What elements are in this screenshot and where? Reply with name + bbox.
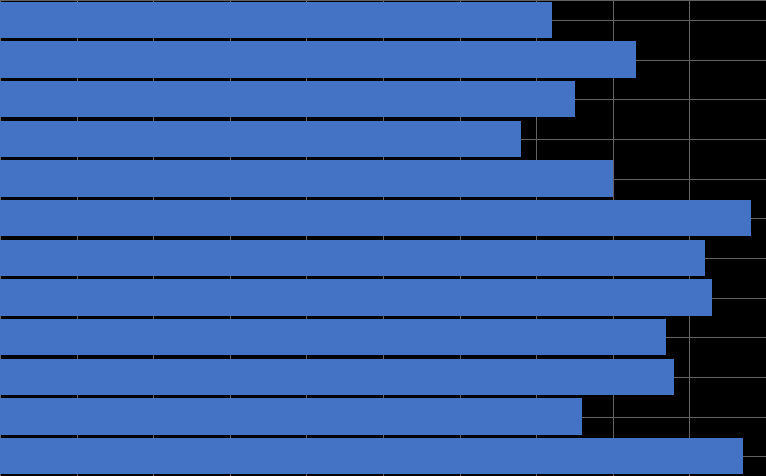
Bar	[0, 438, 743, 475]
Bar	[0, 120, 521, 157]
Bar	[0, 279, 712, 316]
Bar	[0, 398, 582, 435]
Bar	[0, 1, 552, 38]
Bar	[0, 200, 751, 237]
Bar	[0, 160, 613, 197]
Bar	[0, 81, 574, 118]
Bar	[0, 319, 666, 356]
Bar	[0, 239, 705, 276]
Bar	[0, 358, 674, 395]
Bar	[0, 41, 636, 78]
